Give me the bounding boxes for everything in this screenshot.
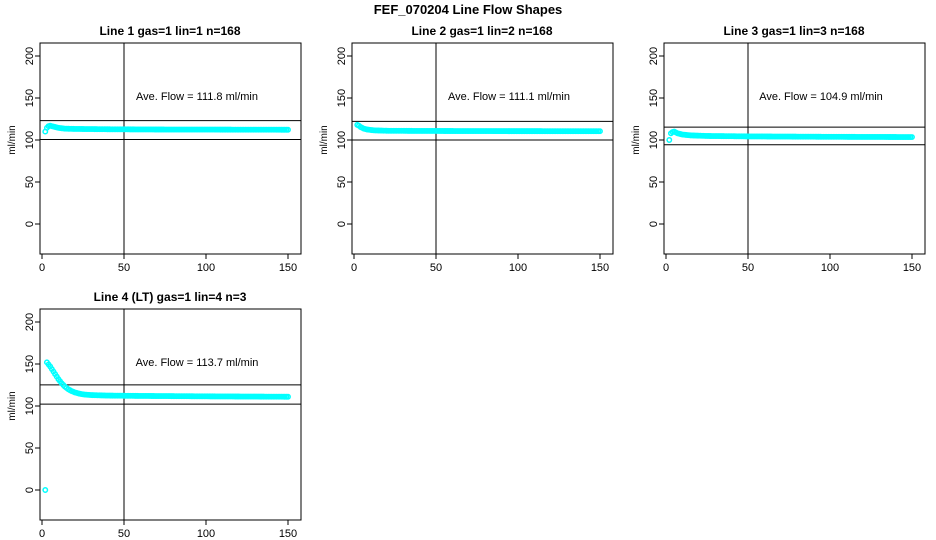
x-tick-label: 0 — [663, 262, 669, 274]
data-point — [909, 134, 915, 141]
x-tick-label: 50 — [118, 262, 130, 274]
x-tick-label: 0 — [351, 262, 357, 274]
data-point — [666, 137, 673, 143]
y-tick-label: 100 — [648, 131, 660, 149]
chart-line-1: Line 1 gas=1 lin=1 n=168 0 50 100 150 0 50 100 1… — [7, 24, 302, 274]
y-axis-label: ml/min — [7, 391, 18, 420]
ave-flow-annotation: Ave. Flow = 111.1 ml/min — [448, 91, 570, 103]
y-tick-label: 200 — [24, 313, 36, 331]
y-tick-label: 0 — [648, 221, 660, 227]
plot-frame — [351, 42, 614, 255]
x-tick-label: 100 — [509, 262, 527, 274]
data-series — [666, 128, 915, 143]
chart-line-2: Line 2 gas=1 lin=2 n=168 0 50 100 150 0 50 100 1… — [319, 24, 614, 274]
y-tick-label: 0 — [24, 221, 36, 227]
data-series — [354, 121, 603, 135]
plot-frame — [663, 42, 926, 255]
panel-line-4: Line 4 (LT) gas=1 lin=4 n=3 0 50 100 150 0 50 1… — [0, 288, 312, 540]
plot-frame — [39, 308, 302, 521]
y-tick-label: 150 — [336, 89, 348, 107]
x-tick-label: 150 — [279, 528, 297, 540]
data-point — [597, 128, 603, 135]
x-tick-label: 100 — [197, 528, 215, 540]
y-tick-label: 150 — [24, 355, 36, 373]
plot-frame — [39, 42, 302, 255]
panel-title: Line 4 (LT) gas=1 lin=4 n=3 — [94, 290, 247, 304]
y-tick-label: 200 — [336, 47, 348, 65]
outlier-point — [42, 487, 49, 493]
panel-title: Line 3 gas=1 lin=3 n=168 — [723, 24, 864, 38]
x-tick-label: 150 — [279, 262, 297, 274]
y-tick-label: 150 — [24, 89, 36, 107]
y-axis-label: ml/min — [7, 125, 18, 154]
panel-title: Line 2 gas=1 lin=2 n=168 — [411, 24, 552, 38]
panel-title: Line 1 gas=1 lin=1 n=168 — [99, 24, 240, 38]
ave-flow-annotation: Ave. Flow = 111.8 ml/min — [136, 91, 258, 103]
y-tick-label: 100 — [336, 131, 348, 149]
y-axis-label: ml/min — [319, 125, 330, 154]
y-tick-label: 100 — [24, 397, 36, 415]
ave-flow-annotation: Ave. Flow = 113.7 ml/min — [136, 357, 259, 369]
x-tick-label: 0 — [39, 528, 45, 540]
ave-flow-annotation: Ave. Flow = 104.9 ml/min — [759, 91, 883, 103]
page-title: FEF_070204 Line Flow Shapes — [373, 2, 563, 17]
x-tick-label: 50 — [118, 528, 130, 540]
panel-line-2: Line 2 gas=1 lin=2 n=168 0 50 100 150 0 50 100 1… — [312, 22, 624, 274]
y-tick-label: 50 — [24, 176, 36, 188]
panel-line-1: Line 1 gas=1 lin=1 n=168 0 50 100 150 0 50 100 1… — [0, 22, 312, 274]
data-point — [285, 126, 291, 133]
y-tick-label: 50 — [336, 176, 348, 188]
y-tick-label: 200 — [24, 47, 36, 65]
y-tick-label: 150 — [648, 89, 660, 107]
x-tick-label: 50 — [742, 262, 754, 274]
x-tick-label: 100 — [197, 262, 215, 274]
x-tick-label: 150 — [591, 262, 609, 274]
y-tick-label: 0 — [24, 487, 36, 493]
x-tick-label: 0 — [39, 262, 45, 274]
data-point — [285, 393, 291, 400]
y-tick-label: 50 — [648, 176, 660, 188]
y-axis-label: ml/min — [631, 125, 642, 154]
data-series — [42, 359, 291, 493]
x-tick-label: 150 — [903, 262, 921, 274]
chart-line-3: Line 3 gas=1 lin=3 n=168 0 50 100 150 0 50 100 1… — [631, 24, 926, 274]
y-tick-label: 100 — [24, 131, 36, 149]
y-tick-label: 0 — [336, 221, 348, 227]
x-tick-label: 50 — [430, 262, 442, 274]
chart-line-4: Line 4 (LT) gas=1 lin=4 n=3 0 50 100 150 0 50 1… — [7, 290, 302, 540]
y-tick-label: 200 — [648, 47, 660, 65]
data-series — [42, 122, 291, 135]
panel-line-3: Line 3 gas=1 lin=3 n=168 0 50 100 150 0 50 100 1… — [624, 22, 936, 274]
x-tick-label: 100 — [821, 262, 839, 274]
y-tick-label: 50 — [24, 442, 36, 454]
